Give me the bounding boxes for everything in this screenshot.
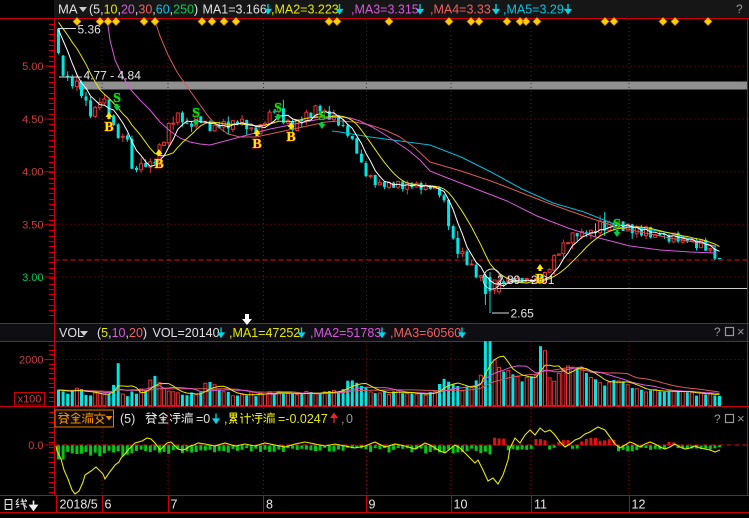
svg-text:3.00: 3.00 [22,272,43,284]
svg-text:4.00: 4.00 [22,167,43,179]
svg-text:=-0.0247: =-0.0247 [278,412,328,426]
svg-text:9: 9 [369,498,376,512]
svg-text:B: B [535,272,544,287]
svg-text:×: × [737,324,745,339]
svg-text:,MA4=3.33: ,MA4=3.33 [430,3,491,17]
svg-text:5.00: 5.00 [22,61,43,73]
svg-text:MA: MA [58,2,78,17]
svg-text:,MA2=3.223: ,MA2=3.223 [271,3,339,17]
svg-text:2000: 2000 [19,355,43,367]
svg-text:B: B [286,130,295,145]
svg-text:(5): (5) [120,412,135,426]
svg-text:?: ? [714,412,721,426]
svg-text:4.77 - 4.84: 4.77 - 4.84 [84,69,142,83]
svg-text:7: 7 [171,498,178,512]
svg-text:?: ? [714,325,721,339]
svg-text:,: , [341,412,344,426]
svg-text:S: S [318,109,326,124]
svg-text:=0: =0 [196,412,210,426]
svg-text:0.0: 0.0 [28,440,43,452]
svg-text:11: 11 [534,498,547,512]
svg-text:,MA3=3.315: ,MA3=3.315 [351,3,419,17]
svg-text:2.65: 2.65 [511,307,535,321]
svg-text:,MA3=60560: ,MA3=60560 [390,326,461,340]
svg-text:S: S [613,217,621,232]
svg-text:5.36: 5.36 [78,23,102,37]
svg-text:VOL=20140: VOL=20140 [153,326,220,340]
svg-text:S: S [192,106,200,121]
svg-text:B: B [252,137,261,152]
svg-text:(5,10,20,30,60,250): (5,10,20,30,60,250) [89,3,198,17]
svg-text:S: S [274,101,282,116]
svg-text:MA1=3.166: MA1=3.166 [203,3,267,17]
svg-text:×: × [737,411,745,426]
svg-text:2.89 - 2.91: 2.89 - 2.91 [497,273,555,287]
svg-text:2018/5: 2018/5 [60,498,98,512]
svg-text:10: 10 [454,498,468,512]
svg-text:(5,10,20): (5,10,20) [97,326,147,340]
svg-text:3.50: 3.50 [22,219,43,231]
svg-text:?: ? [736,2,743,16]
svg-text:B: B [104,120,113,135]
svg-text:,MA1=47252: ,MA1=47252 [229,326,300,340]
svg-text:,: , [224,412,227,426]
svg-text:VOL: VOL [59,326,84,340]
svg-text:S: S [113,91,121,106]
svg-text:12: 12 [632,498,646,512]
svg-text:6: 6 [105,498,112,512]
svg-text:x100: x100 [18,394,42,406]
svg-text:4.50: 4.50 [22,114,43,126]
svg-text:,MA5=3.29: ,MA5=3.29 [503,3,564,17]
svg-text:B: B [154,157,163,172]
svg-text:0: 0 [346,412,353,426]
svg-text:,MA2=51783: ,MA2=51783 [310,326,381,340]
svg-text:8: 8 [266,498,273,512]
